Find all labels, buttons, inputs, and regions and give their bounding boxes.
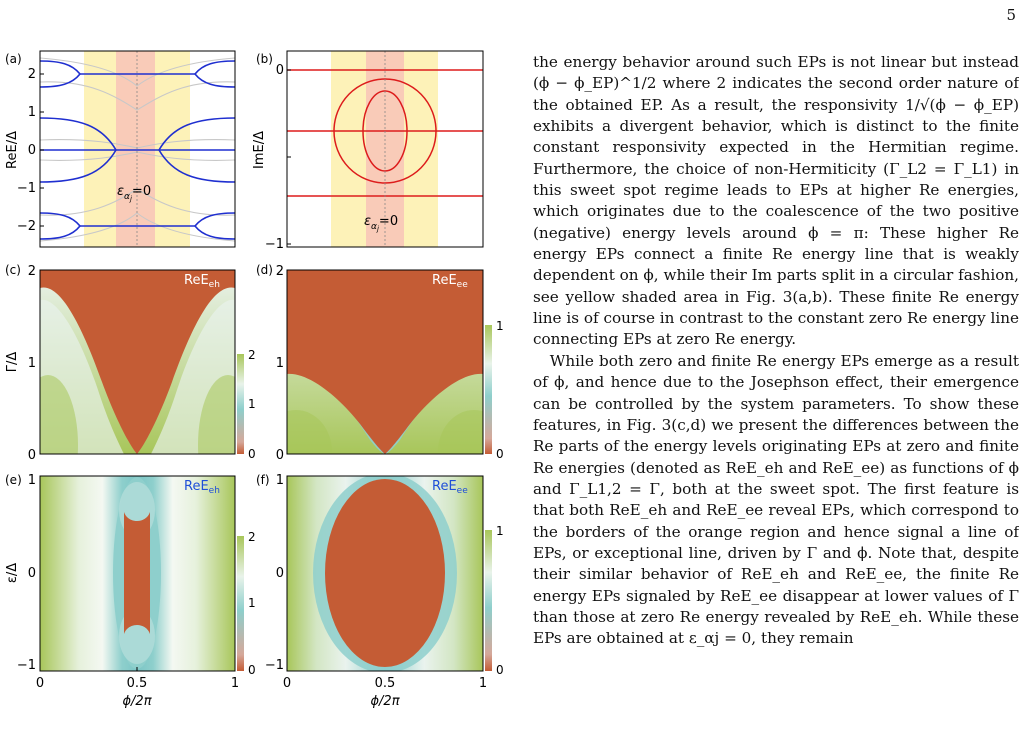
axes-frame (286, 269, 484, 455)
ytick: −1 (265, 658, 284, 673)
panel-label: (d) (256, 263, 273, 277)
ytick: −2 (17, 219, 36, 234)
ytick: 0 (28, 448, 36, 463)
text-column: the energy behavior around such EPs is n… (533, 52, 1019, 731)
ytick: 0 (276, 566, 284, 581)
y-axis-label: ImE/Δ (252, 131, 267, 169)
ytick: 1 (28, 356, 36, 371)
y-axis-label: Γ/Δ (5, 352, 20, 373)
orange-region (287, 270, 483, 454)
axes-frame (39, 50, 236, 248)
ytick: 1 (28, 473, 36, 488)
colorbar (237, 536, 244, 671)
figure-3: 2 1 0 −1 −2 (a) ReE/Δ εαj=0 (5, 50, 504, 709)
ytick: 0 (28, 566, 36, 581)
axes-frame (39, 269, 236, 455)
paragraph: While both zero and finite Re energy EPs… (533, 351, 1019, 648)
ytick: 1 (276, 473, 284, 488)
cbar-tick: 0 (248, 447, 256, 461)
ytick: 0 (276, 448, 284, 463)
xtick: 0 (283, 676, 291, 691)
green-corner (198, 375, 235, 454)
ytick: 1 (276, 356, 284, 371)
panel-label: (c) (5, 263, 21, 277)
cbar-tick: 0 (496, 663, 504, 677)
colorbar (485, 325, 492, 454)
page-number: 5 (1006, 6, 1016, 24)
panel-b: 0 −1 (b) ImE/Δ εαj=0 (252, 50, 484, 252)
cbar-tick: 1 (248, 397, 256, 411)
panel-label: (f) (256, 473, 270, 487)
ytick: −1 (17, 181, 36, 196)
panel-f: 1 0 −1 0 0.5 1 ϕ/2π (f) ReEee 1 0 (256, 473, 504, 709)
y-axis-label: ReE/Δ (5, 131, 20, 169)
cbar-tick: 0 (248, 663, 256, 677)
xtick: 1 (479, 676, 487, 691)
orange-region (40, 270, 235, 454)
ytick: 0 (28, 143, 36, 158)
orange-region (124, 512, 150, 634)
green-corner (40, 375, 78, 454)
axes-frame (286, 50, 484, 248)
cbar-tick: 2 (248, 348, 256, 362)
ytick: 1 (28, 105, 36, 120)
panel-label: (a) (5, 52, 22, 66)
xtick: 1 (231, 676, 239, 691)
blue-energy-levels (40, 60, 235, 240)
cbar-tick: 2 (248, 530, 256, 544)
xtick: 0.5 (127, 676, 148, 691)
axes-frame (286, 475, 484, 672)
y-axis-label: ε/Δ (5, 563, 20, 583)
colorbar (485, 530, 492, 671)
paragraph: the energy behavior around such EPs is n… (533, 53, 1019, 349)
cbar-tick: 1 (248, 596, 256, 610)
ytick: 0 (276, 63, 284, 78)
ytick: 2 (28, 67, 36, 82)
panel-e: 1 0 −1 0 0.5 1 ϕ/2π (e) ε/Δ ReEeh 2 1 0 (5, 473, 256, 709)
ytick: −1 (17, 658, 36, 673)
cbar-tick: 0 (496, 447, 504, 461)
x-axis-label: ϕ/2π (370, 694, 399, 709)
pink-band (116, 51, 155, 247)
orange-region (325, 479, 445, 667)
xtick: 0 (36, 676, 44, 691)
panel-c: 2 1 0 (c) Γ/Δ ReEeh 2 1 0 (5, 263, 256, 463)
green-corner (287, 410, 332, 454)
panel-a: 2 1 0 −1 −2 (a) ReE/Δ εαj=0 (5, 50, 236, 248)
ytick: −1 (265, 237, 284, 252)
panel-label: (b) (256, 52, 273, 66)
panel-d: 2 1 0 (d) ReEee 1 0 (256, 263, 504, 463)
cbar-tick: 1 (496, 319, 504, 333)
ytick: 2 (276, 264, 284, 279)
green-corner (438, 410, 483, 454)
ytick: 2 (28, 264, 36, 279)
panel-label: (e) (5, 473, 22, 487)
cbar-tick: 1 (496, 524, 504, 538)
xtick: 0.5 (375, 676, 396, 691)
x-axis-label: ϕ/2π (122, 694, 151, 709)
colorbar (237, 354, 244, 454)
